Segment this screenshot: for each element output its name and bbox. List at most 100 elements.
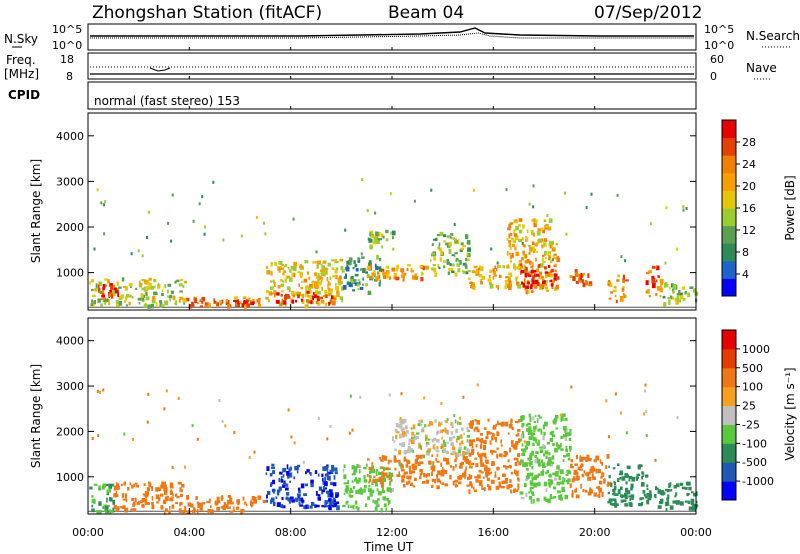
data-cell-4	[331, 267, 335, 270]
data-cell-5	[406, 459, 410, 462]
data-cell-4	[342, 504, 346, 508]
data-cell-6	[451, 446, 456, 451]
data-cell-0	[140, 282, 143, 286]
data-cell-11	[545, 225, 549, 228]
data-cell-11	[543, 238, 548, 242]
data-cell-10	[471, 284, 475, 290]
data-cell-8	[521, 452, 526, 457]
data-cell-4	[351, 473, 355, 476]
data-cell-6	[456, 435, 460, 441]
data-cell-4	[281, 264, 285, 267]
data-cell-11	[515, 226, 519, 231]
data-cell-9	[437, 246, 440, 250]
data-cell-7	[468, 452, 472, 457]
data-cell-9	[434, 272, 437, 277]
data-cell-0	[150, 285, 154, 290]
data-cell-1	[110, 294, 114, 299]
data-cell-5	[468, 460, 471, 465]
data-cell-6	[407, 446, 411, 450]
data-cell-15	[659, 287, 663, 293]
data-cell-0	[91, 289, 94, 292]
data-cell-8	[545, 498, 548, 502]
data-cell-9	[581, 456, 585, 461]
data-cell-11	[687, 500, 690, 503]
data-cell-4	[363, 466, 367, 470]
isolated-echo	[391, 236, 394, 240]
data-cell-9	[600, 476, 603, 479]
data-cell-10	[614, 500, 617, 506]
data-cell-0	[118, 301, 123, 306]
data-cell-0	[157, 284, 161, 289]
data-cell-6	[357, 279, 360, 282]
data-cell-10	[505, 276, 509, 279]
data-cell-3	[316, 491, 318, 496]
data-cell-8	[564, 494, 569, 500]
data-cell-13	[575, 280, 579, 285]
data-cell-6	[461, 427, 464, 431]
data-cell-11	[515, 277, 518, 282]
data-cell-3	[280, 504, 284, 508]
data-cell-16	[693, 288, 697, 293]
data-cell-6	[412, 424, 416, 430]
data-cell-9	[586, 454, 590, 460]
data-cell-7	[385, 265, 389, 269]
colorbar-swatch	[722, 443, 736, 463]
isolated-echo	[682, 208, 685, 212]
data-cell-8	[524, 478, 528, 481]
data-cell-0	[167, 295, 171, 298]
data-cell-4	[328, 280, 330, 284]
data-cell-10	[624, 492, 627, 496]
data-cell-0	[103, 298, 107, 303]
x-tick-label: 16:00	[477, 526, 509, 539]
data-cell-5	[368, 481, 371, 484]
data-cell-3	[300, 497, 304, 502]
data-cell-3	[335, 501, 339, 504]
data-cell-3	[271, 463, 275, 467]
x-tick-label: 04:00	[173, 526, 205, 539]
data-cell-5	[439, 480, 442, 484]
data-cell-0	[129, 294, 132, 298]
data-cell-8	[548, 481, 552, 486]
data-cell-4	[336, 267, 339, 271]
data-cell-5	[406, 481, 409, 485]
data-cell-4	[313, 284, 317, 289]
data-cell-4	[308, 276, 311, 280]
data-cell-8	[565, 448, 568, 453]
data-cell-4	[284, 303, 287, 307]
data-cell-5	[296, 294, 300, 299]
data-cell-11	[532, 250, 536, 253]
data-cell-5	[331, 295, 334, 300]
data-cell-9	[592, 477, 596, 480]
data-cell-8	[527, 422, 531, 426]
data-cell-5	[443, 470, 448, 474]
data-cell-7	[400, 268, 405, 273]
data-cell-3	[297, 487, 301, 491]
data-cell-4	[337, 278, 342, 283]
data-cell-13	[580, 272, 583, 277]
data-cell-12	[533, 269, 537, 273]
data-cell-5	[381, 471, 384, 475]
data-cell-3	[324, 500, 329, 505]
data-cell-4	[321, 265, 325, 270]
data-cell-4	[266, 270, 271, 275]
data-cell-4	[286, 286, 291, 290]
data-cell-4	[277, 284, 281, 289]
isolated-echo	[400, 392, 403, 396]
data-cell-11	[655, 486, 658, 491]
data-cell-7	[404, 273, 407, 276]
data-cell-3	[275, 496, 278, 499]
data-cell-8	[528, 491, 530, 494]
isolated-echo	[413, 199, 416, 203]
data-cell-2	[210, 505, 212, 508]
data-cell-3	[332, 497, 336, 500]
isolated-echo	[91, 437, 94, 440]
data-cell-1	[170, 489, 172, 493]
data-cell-5	[436, 478, 440, 483]
data-cell-1	[160, 484, 164, 489]
data-cell-11	[517, 283, 522, 289]
isolated-echo	[463, 455, 465, 459]
data-cell-5	[366, 473, 369, 477]
data-cell-7	[412, 275, 416, 280]
data-cell-9	[443, 265, 446, 269]
data-cell-11	[525, 289, 529, 295]
